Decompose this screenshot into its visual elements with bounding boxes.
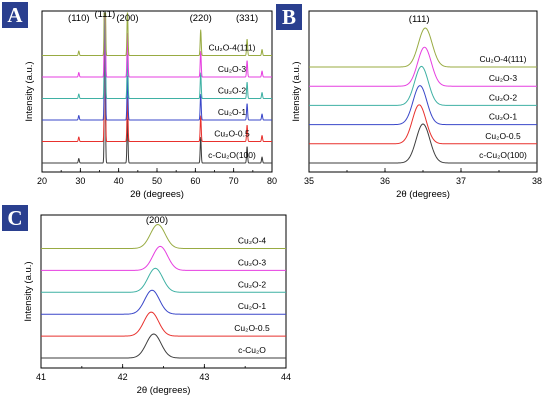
y-axis-label: Intensity (a.u.)	[23, 261, 34, 321]
series-line	[41, 12, 273, 164]
series-line	[41, 12, 273, 56]
x-tick-label: 20	[37, 176, 47, 186]
y-axis-label: Intensity (a.u.)	[24, 61, 35, 121]
x-tick-label: 70	[229, 176, 239, 186]
series-label: Cu₂O-0.5	[485, 131, 521, 141]
series-label: Cu₂O-3	[218, 64, 247, 74]
x-axis-label: 2θ (degrees)	[137, 385, 191, 396]
peak-label: (200)	[116, 13, 138, 24]
series-label: Cu₂O-0.5	[214, 129, 250, 139]
x-tick-label: 43	[199, 372, 209, 382]
x-tick-label: 37	[456, 176, 466, 186]
series-line	[41, 12, 273, 142]
series-label: Cu₂O-1	[238, 301, 267, 311]
x-tick-label: 50	[152, 176, 162, 186]
series-line	[309, 27, 537, 68]
x-tick-label: 38	[532, 176, 542, 186]
series-label: Cu₂O-4(111)	[480, 54, 527, 64]
peak-label: (200)	[146, 215, 168, 226]
panel-c: C 41 42 43 44 2θ (degrees) Intensity (a.u.) c-C…	[2, 205, 291, 396]
series-line	[309, 46, 537, 87]
panel-badge-letter: C	[7, 206, 22, 230]
series-line	[309, 104, 537, 145]
x-tick-label: 80	[267, 176, 277, 186]
x-tick-label: 41	[36, 372, 46, 382]
series-label: Cu₂O-1	[489, 112, 518, 122]
panel-b: B 35 36 37 38 2θ (degrees) Intensity (a.u.) c-C…	[276, 4, 542, 200]
peak-label: (111)	[94, 9, 115, 20]
series-line	[41, 245, 286, 271]
series-label: c-Cu₂O(100)	[208, 150, 256, 160]
x-tick-label: 35	[304, 176, 314, 186]
panel-badge	[2, 205, 28, 231]
x-tick-label: 42	[118, 372, 128, 382]
series-label: Cu₂O-0.5	[234, 323, 270, 333]
series-label: Cu₂O-1	[218, 107, 247, 117]
series-line	[41, 267, 286, 293]
x-tick-label: 36	[380, 176, 390, 186]
series-label: Cu₂O-3	[238, 257, 267, 267]
peak-label: (110)	[68, 13, 89, 24]
series-line	[309, 85, 537, 126]
panel-badge	[2, 2, 28, 28]
series-line	[41, 333, 286, 359]
series-line	[41, 289, 286, 315]
x-tick-label: 30	[75, 176, 85, 186]
panel-badge	[276, 4, 302, 30]
series-label: c-Cu₂O	[238, 345, 266, 355]
series-line	[309, 65, 537, 106]
panel-a: A 20 30 40 50 60 70 80 2θ (degrees) Intensity (a.…	[2, 2, 277, 200]
y-axis-label: Intensity (a.u.)	[291, 61, 302, 121]
x-axis-label: 2θ (degrees)	[130, 189, 184, 200]
x-tick-label: 44	[281, 372, 291, 382]
series-label: c-Cu₂O(100)	[479, 150, 527, 160]
peak-label: (331)	[236, 13, 258, 24]
series-line	[309, 123, 537, 164]
series-label: Cu₂O-2	[218, 86, 247, 96]
panel-badge-letter: B	[282, 5, 296, 29]
series-label: Cu₂O-4	[238, 236, 267, 246]
x-tick-label: 40	[114, 176, 124, 186]
series-line	[41, 224, 286, 249]
series-line	[41, 12, 273, 121]
series-label: Cu₂O-2	[238, 279, 267, 289]
series-label: Cu₂O-2	[489, 92, 518, 102]
peak-label: (111)	[409, 14, 430, 25]
series-line	[41, 12, 273, 99]
peak-label: (220)	[190, 13, 212, 24]
series-label: Cu₂O-3	[489, 73, 518, 83]
panel-badge-letter: A	[7, 3, 23, 27]
series-line	[41, 311, 286, 337]
series-line	[41, 12, 273, 78]
series-label: Cu₂O-4(111)	[209, 43, 256, 53]
x-axis-label: 2θ (degrees)	[396, 189, 450, 200]
x-tick-label: 60	[190, 176, 200, 186]
